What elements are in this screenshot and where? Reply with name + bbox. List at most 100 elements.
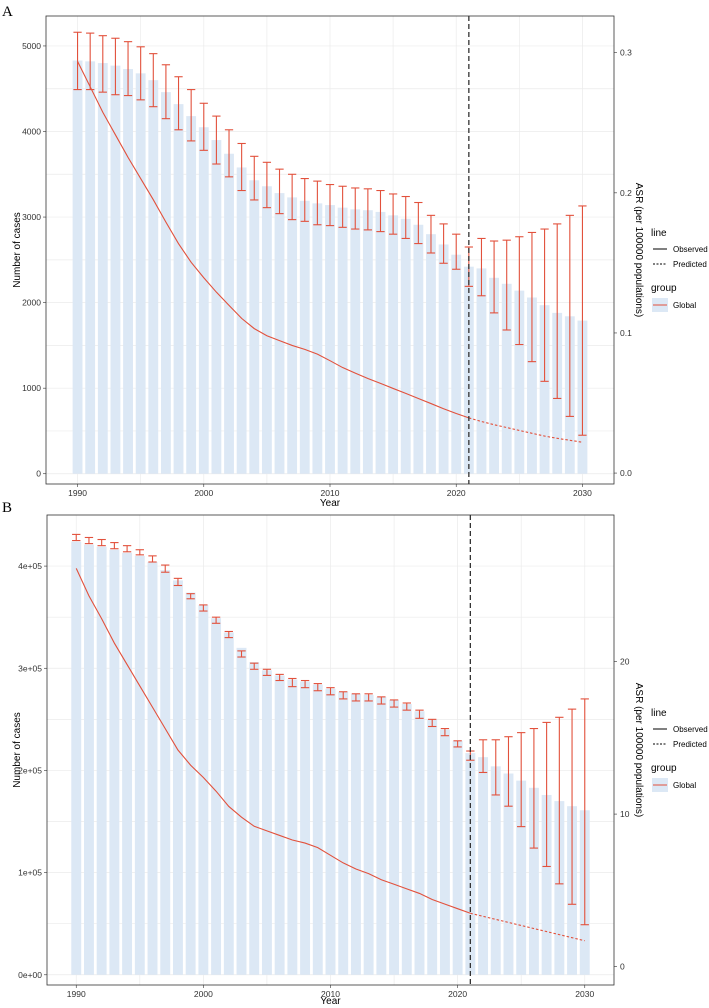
error-bar bbox=[72, 533, 81, 542]
case-bar bbox=[236, 647, 247, 975]
error-bar bbox=[580, 698, 589, 926]
case-bar bbox=[83, 544, 94, 975]
error-bar bbox=[478, 739, 488, 774]
error-bar bbox=[250, 662, 259, 670]
error-bar bbox=[237, 142, 246, 192]
error-bar bbox=[401, 195, 410, 239]
legend-line-title: line bbox=[651, 228, 667, 239]
case-bar bbox=[223, 632, 234, 975]
y2-axis-title: ASR (per 100000 populations) bbox=[633, 183, 644, 318]
y2-tick-label: 0.0 bbox=[620, 468, 632, 478]
legend-global-label: Global bbox=[673, 781, 696, 790]
case-bar bbox=[198, 604, 209, 975]
case-bar bbox=[414, 711, 425, 975]
error-bar bbox=[477, 237, 486, 297]
case-bar bbox=[236, 167, 247, 474]
error-bar bbox=[250, 155, 259, 201]
case-bar bbox=[72, 60, 83, 474]
case-bar bbox=[554, 801, 565, 975]
case-bar bbox=[147, 562, 158, 975]
case-bar bbox=[541, 794, 552, 975]
case-bar bbox=[312, 684, 323, 975]
case-bar bbox=[185, 592, 196, 975]
error-bar bbox=[211, 616, 221, 624]
error-bar bbox=[123, 41, 133, 97]
case-bar bbox=[261, 186, 272, 474]
axes: 1990 2000 2010 2020 20300e+001e+052e+053e+05… bbox=[18, 561, 630, 999]
y-tick-label: 4e+05 bbox=[18, 561, 42, 571]
error-bar bbox=[542, 721, 551, 868]
error-bar bbox=[199, 102, 208, 151]
legend-group-title: group bbox=[651, 283, 677, 294]
panel-label: B bbox=[2, 500, 12, 516]
case-bar bbox=[122, 552, 133, 975]
error-bar bbox=[174, 76, 183, 131]
case-bar bbox=[287, 679, 298, 975]
asr-lines bbox=[77, 61, 583, 443]
case-bar bbox=[413, 224, 424, 474]
case-bar bbox=[451, 254, 462, 474]
error-bar bbox=[110, 542, 119, 550]
y-tick-label: 3e+05 bbox=[18, 663, 42, 673]
case-bar bbox=[527, 297, 537, 474]
panel-a: A 1990 2000 2010 2020 2030 0 1000 2000 3000 4000 5… bbox=[2, 4, 708, 509]
case-bar bbox=[501, 283, 512, 474]
y2-tick-label: 20 bbox=[620, 656, 630, 666]
case-bar bbox=[350, 209, 361, 474]
case-bar bbox=[528, 787, 539, 975]
legend-observed-label: Observed bbox=[673, 725, 708, 734]
asr-line-observed bbox=[75, 568, 471, 914]
error-bar bbox=[567, 708, 577, 905]
case-bar bbox=[338, 691, 349, 975]
case-bar bbox=[325, 688, 336, 975]
legend-group-title: group bbox=[651, 763, 677, 774]
case-bar bbox=[173, 104, 184, 474]
error-bar bbox=[149, 53, 158, 108]
case-bar bbox=[400, 218, 411, 474]
case-bar bbox=[160, 92, 171, 474]
case-bar bbox=[261, 670, 272, 975]
x-axis-title: Year bbox=[320, 996, 341, 1007]
x-axis-title: Year bbox=[320, 498, 341, 509]
error-bar bbox=[364, 693, 373, 702]
case-bar bbox=[211, 140, 222, 474]
case-bar bbox=[110, 65, 121, 474]
error-bar bbox=[453, 740, 462, 748]
error-bar bbox=[565, 214, 574, 417]
error-bar bbox=[287, 173, 297, 221]
case-bar bbox=[249, 180, 260, 474]
error-bar bbox=[161, 64, 171, 120]
case-bar bbox=[438, 244, 449, 474]
asr-line-observed bbox=[77, 61, 470, 419]
error-bar bbox=[97, 538, 106, 547]
x-tick-label: 2000 bbox=[194, 989, 213, 999]
error-bar bbox=[376, 189, 385, 233]
legend-line-title: line bbox=[651, 708, 667, 719]
error-bar bbox=[517, 732, 526, 828]
error-bar bbox=[414, 201, 423, 245]
error-bar bbox=[502, 239, 511, 331]
error-bar bbox=[237, 650, 246, 658]
error-bar bbox=[313, 180, 322, 226]
y2-tick-label: 0.1 bbox=[620, 328, 632, 338]
y2-tick-label: 10 bbox=[620, 809, 630, 819]
case-bar bbox=[337, 207, 348, 474]
case-bar bbox=[96, 546, 107, 975]
case-bar bbox=[325, 205, 335, 474]
legend: line Observed Predicted group Global bbox=[651, 708, 708, 792]
asr-lines bbox=[75, 568, 585, 942]
case-bar bbox=[388, 215, 399, 474]
y-tick-label: 1e+05 bbox=[18, 868, 42, 878]
error-bar bbox=[415, 709, 424, 719]
x-tick-label: 2000 bbox=[194, 488, 213, 498]
y-tick-label: 2e+05 bbox=[18, 765, 42, 775]
error-bar bbox=[98, 35, 107, 93]
y-axis-title: Number of cases bbox=[12, 712, 23, 788]
case-bar bbox=[503, 773, 514, 975]
error-bar bbox=[338, 185, 347, 228]
case-bar bbox=[516, 780, 527, 975]
y-tick-label: 0e+00 bbox=[18, 970, 42, 980]
y-tick-label: 2000 bbox=[22, 298, 41, 308]
error-bar bbox=[527, 231, 537, 363]
y2-tick-label: 0.2 bbox=[620, 188, 632, 198]
